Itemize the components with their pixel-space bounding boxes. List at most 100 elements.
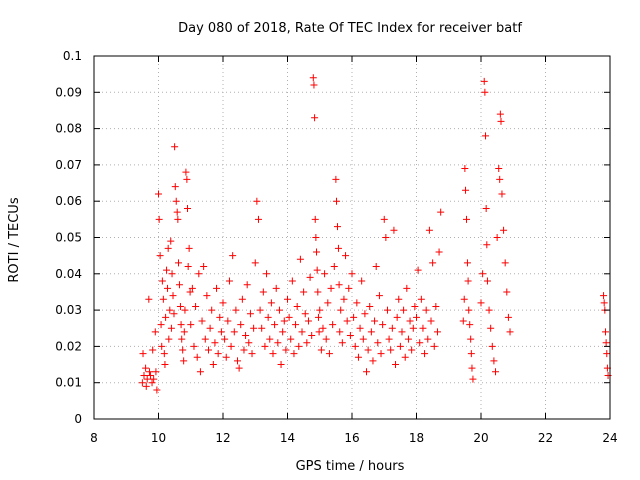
data-point	[243, 281, 251, 289]
data-point	[157, 321, 165, 329]
data-point	[414, 266, 422, 274]
data-point	[181, 306, 189, 314]
data-point	[152, 368, 160, 376]
data-point	[171, 143, 179, 151]
data-point	[213, 284, 221, 292]
data-point	[603, 350, 611, 358]
data-point	[417, 295, 425, 303]
data-point	[209, 361, 217, 369]
data-point	[301, 310, 309, 318]
data-point	[287, 335, 295, 343]
data-point	[346, 332, 354, 340]
data-point	[184, 204, 192, 212]
data-point	[495, 165, 503, 173]
data-point	[398, 328, 406, 336]
data-point	[504, 313, 512, 321]
data-point	[422, 306, 430, 314]
data-point	[167, 324, 175, 332]
data-point	[204, 346, 212, 354]
data-point	[179, 346, 187, 354]
data-point	[274, 339, 282, 347]
y-tick-label: 0.03	[55, 303, 82, 317]
data-point	[600, 299, 608, 307]
data-point	[485, 306, 493, 314]
data-point	[462, 215, 470, 223]
data-point	[375, 292, 383, 300]
data-point	[336, 328, 344, 336]
data-point	[295, 342, 303, 350]
data-point	[482, 132, 490, 140]
data-point	[424, 335, 432, 343]
data-point	[483, 277, 491, 285]
data-point	[306, 273, 314, 281]
data-point	[314, 288, 322, 296]
data-point	[267, 299, 275, 307]
data-point	[161, 361, 169, 369]
data-point	[214, 350, 222, 358]
data-point	[256, 306, 264, 314]
data-point	[280, 317, 288, 325]
data-point	[371, 317, 379, 325]
data-point	[496, 175, 504, 183]
data-point	[237, 321, 245, 329]
data-point	[335, 281, 343, 289]
data-point	[313, 266, 321, 274]
data-point	[602, 339, 610, 347]
data-point	[600, 292, 608, 300]
data-point	[145, 368, 153, 376]
y-tick-label: 0.06	[55, 194, 82, 208]
y-tick-label: 0.05	[55, 231, 82, 245]
data-point	[409, 324, 417, 332]
x-tick-label: 10	[151, 431, 166, 445]
data-point	[180, 328, 188, 336]
data-point	[488, 342, 496, 350]
data-point	[201, 335, 209, 343]
data-point	[468, 364, 476, 372]
data-point	[200, 263, 208, 271]
data-point	[140, 371, 148, 379]
data-point	[258, 324, 266, 332]
data-point	[354, 353, 362, 361]
data-point	[388, 324, 396, 332]
data-point	[324, 299, 332, 307]
data-point	[216, 313, 224, 321]
data-point	[293, 302, 301, 310]
data-point	[364, 346, 372, 354]
data-point	[155, 215, 163, 223]
data-point	[317, 346, 325, 354]
data-point	[173, 208, 181, 216]
data-point	[601, 328, 609, 336]
data-point	[467, 350, 475, 358]
data-point	[482, 204, 490, 212]
data-point	[261, 342, 269, 350]
data-point	[139, 350, 147, 358]
data-point	[259, 288, 267, 296]
data-point	[174, 259, 182, 267]
data-point	[253, 197, 261, 205]
data-point	[222, 353, 230, 361]
data-point	[483, 241, 491, 249]
data-point	[198, 317, 206, 325]
data-point	[145, 295, 153, 303]
data-point	[390, 226, 398, 234]
data-point	[168, 270, 176, 278]
data-point	[298, 328, 306, 336]
y-tick-label: 0.1	[63, 49, 82, 63]
data-point	[186, 288, 194, 296]
data-point	[308, 332, 316, 340]
data-point	[363, 368, 371, 376]
x-tick-label: 8	[90, 431, 98, 445]
data-point	[497, 117, 505, 125]
data-point	[493, 234, 501, 241]
data-point	[435, 248, 443, 256]
data-point	[303, 339, 311, 347]
data-point	[158, 342, 166, 350]
data-point	[310, 81, 318, 89]
data-point	[419, 324, 427, 332]
data-point	[385, 335, 393, 343]
data-point	[195, 270, 203, 278]
data-point	[176, 302, 184, 310]
data-point	[196, 368, 204, 376]
data-point	[393, 313, 401, 321]
